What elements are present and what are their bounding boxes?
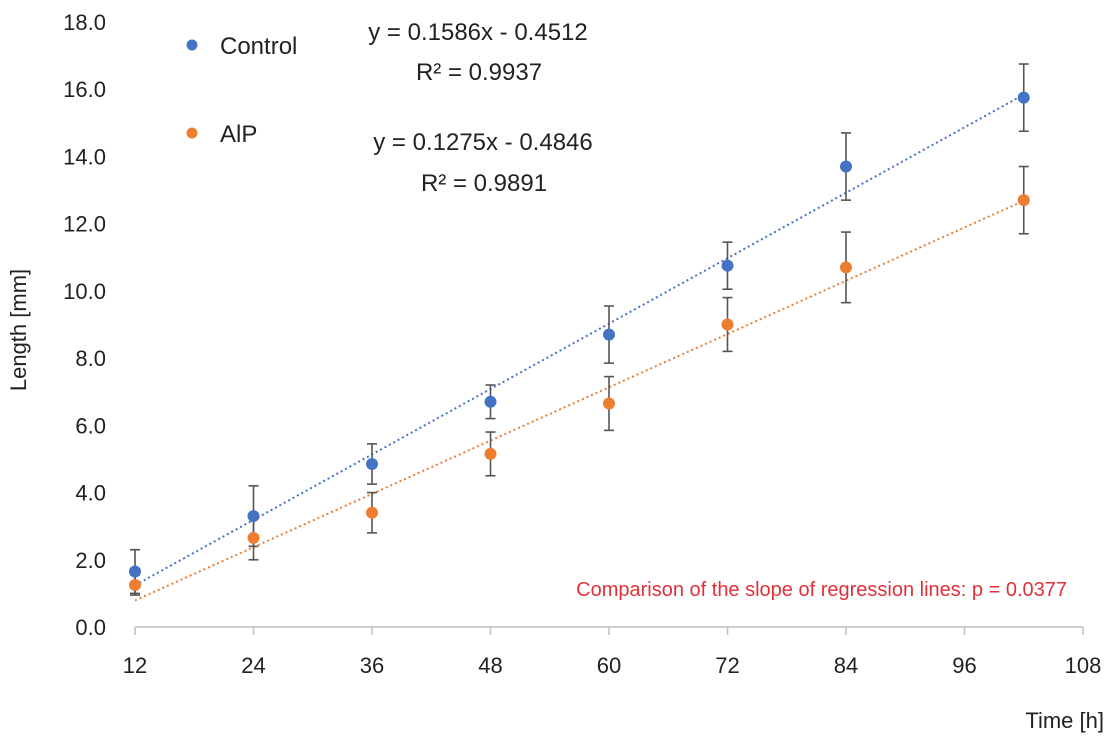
x-axis-ticks: 12 24 36 48 60 72 84 96 108 bbox=[123, 627, 1102, 678]
x-tick-label: 36 bbox=[360, 653, 384, 678]
x-axis-title: Time [h] bbox=[1025, 708, 1104, 733]
y-axis-title: Length [mm] bbox=[6, 269, 31, 391]
legend: Control AlP bbox=[186, 33, 297, 148]
data-point-control bbox=[247, 510, 260, 523]
data-point-control bbox=[840, 160, 852, 173]
y-tick-label: 12.0 bbox=[63, 212, 106, 237]
y-tick-label: 14.0 bbox=[63, 144, 106, 169]
data-point-control bbox=[366, 457, 378, 470]
alp-r-squared: R² = 0.9891 bbox=[421, 170, 547, 197]
data-point-alp bbox=[603, 397, 615, 410]
data-point-alp bbox=[129, 578, 141, 591]
legend-label-control: Control bbox=[220, 33, 297, 60]
data-point-alp bbox=[484, 447, 497, 460]
data-point-alp bbox=[247, 531, 260, 544]
slope-comparison-note: Comparison of the slope of regression li… bbox=[576, 579, 1067, 601]
data-point-alp bbox=[1017, 194, 1030, 207]
y-tick-label: 6.0 bbox=[75, 413, 106, 438]
legend-marker-control bbox=[186, 39, 198, 51]
trendline-labels: y = 0.1586x - 0.4512 R² = 0.9937 y = 0.1… bbox=[368, 19, 593, 197]
control-r-squared: R² = 0.9937 bbox=[416, 59, 542, 86]
alp-equation: y = 0.1275x - 0.4846 bbox=[373, 129, 593, 156]
x-tick-label: 12 bbox=[123, 653, 147, 678]
y-axis-ticks: 0.0 2.0 4.0 6.0 8.0 10.0 12.0 14.0 16.0 18.0 bbox=[63, 10, 106, 640]
y-tick-label: 8.0 bbox=[75, 346, 106, 371]
legend-marker-alp bbox=[186, 127, 198, 139]
data-point-alp bbox=[366, 506, 378, 519]
data-point-alp bbox=[840, 261, 852, 274]
data-points bbox=[129, 91, 1030, 591]
x-tick-label: 60 bbox=[597, 653, 621, 678]
x-tick-label: 96 bbox=[952, 653, 976, 678]
trendline-control bbox=[134, 93, 1025, 587]
legend-label-alp: AlP bbox=[220, 121, 257, 148]
y-tick-label: 10.0 bbox=[63, 279, 106, 304]
control-equation: y = 0.1586x - 0.4512 bbox=[368, 19, 588, 46]
data-point-control bbox=[484, 395, 497, 408]
y-tick-label: 4.0 bbox=[75, 481, 106, 506]
trendline-alp bbox=[134, 199, 1025, 602]
y-tick-label: 2.0 bbox=[75, 548, 106, 573]
x-tick-label: 72 bbox=[715, 653, 739, 678]
x-tick-label: 24 bbox=[241, 653, 265, 678]
data-point-alp bbox=[721, 318, 734, 331]
y-tick-label: 0.0 bbox=[75, 615, 106, 640]
data-point-control bbox=[129, 565, 141, 578]
trendlines bbox=[134, 93, 1025, 602]
x-tick-label: 108 bbox=[1065, 653, 1102, 678]
data-point-control bbox=[1017, 91, 1030, 104]
data-point-control bbox=[721, 259, 734, 272]
data-point-control bbox=[603, 328, 615, 341]
y-tick-label: 16.0 bbox=[63, 77, 106, 102]
x-tick-label: 84 bbox=[834, 653, 858, 678]
x-tick-label: 48 bbox=[478, 653, 502, 678]
y-tick-label: 18.0 bbox=[63, 10, 106, 35]
